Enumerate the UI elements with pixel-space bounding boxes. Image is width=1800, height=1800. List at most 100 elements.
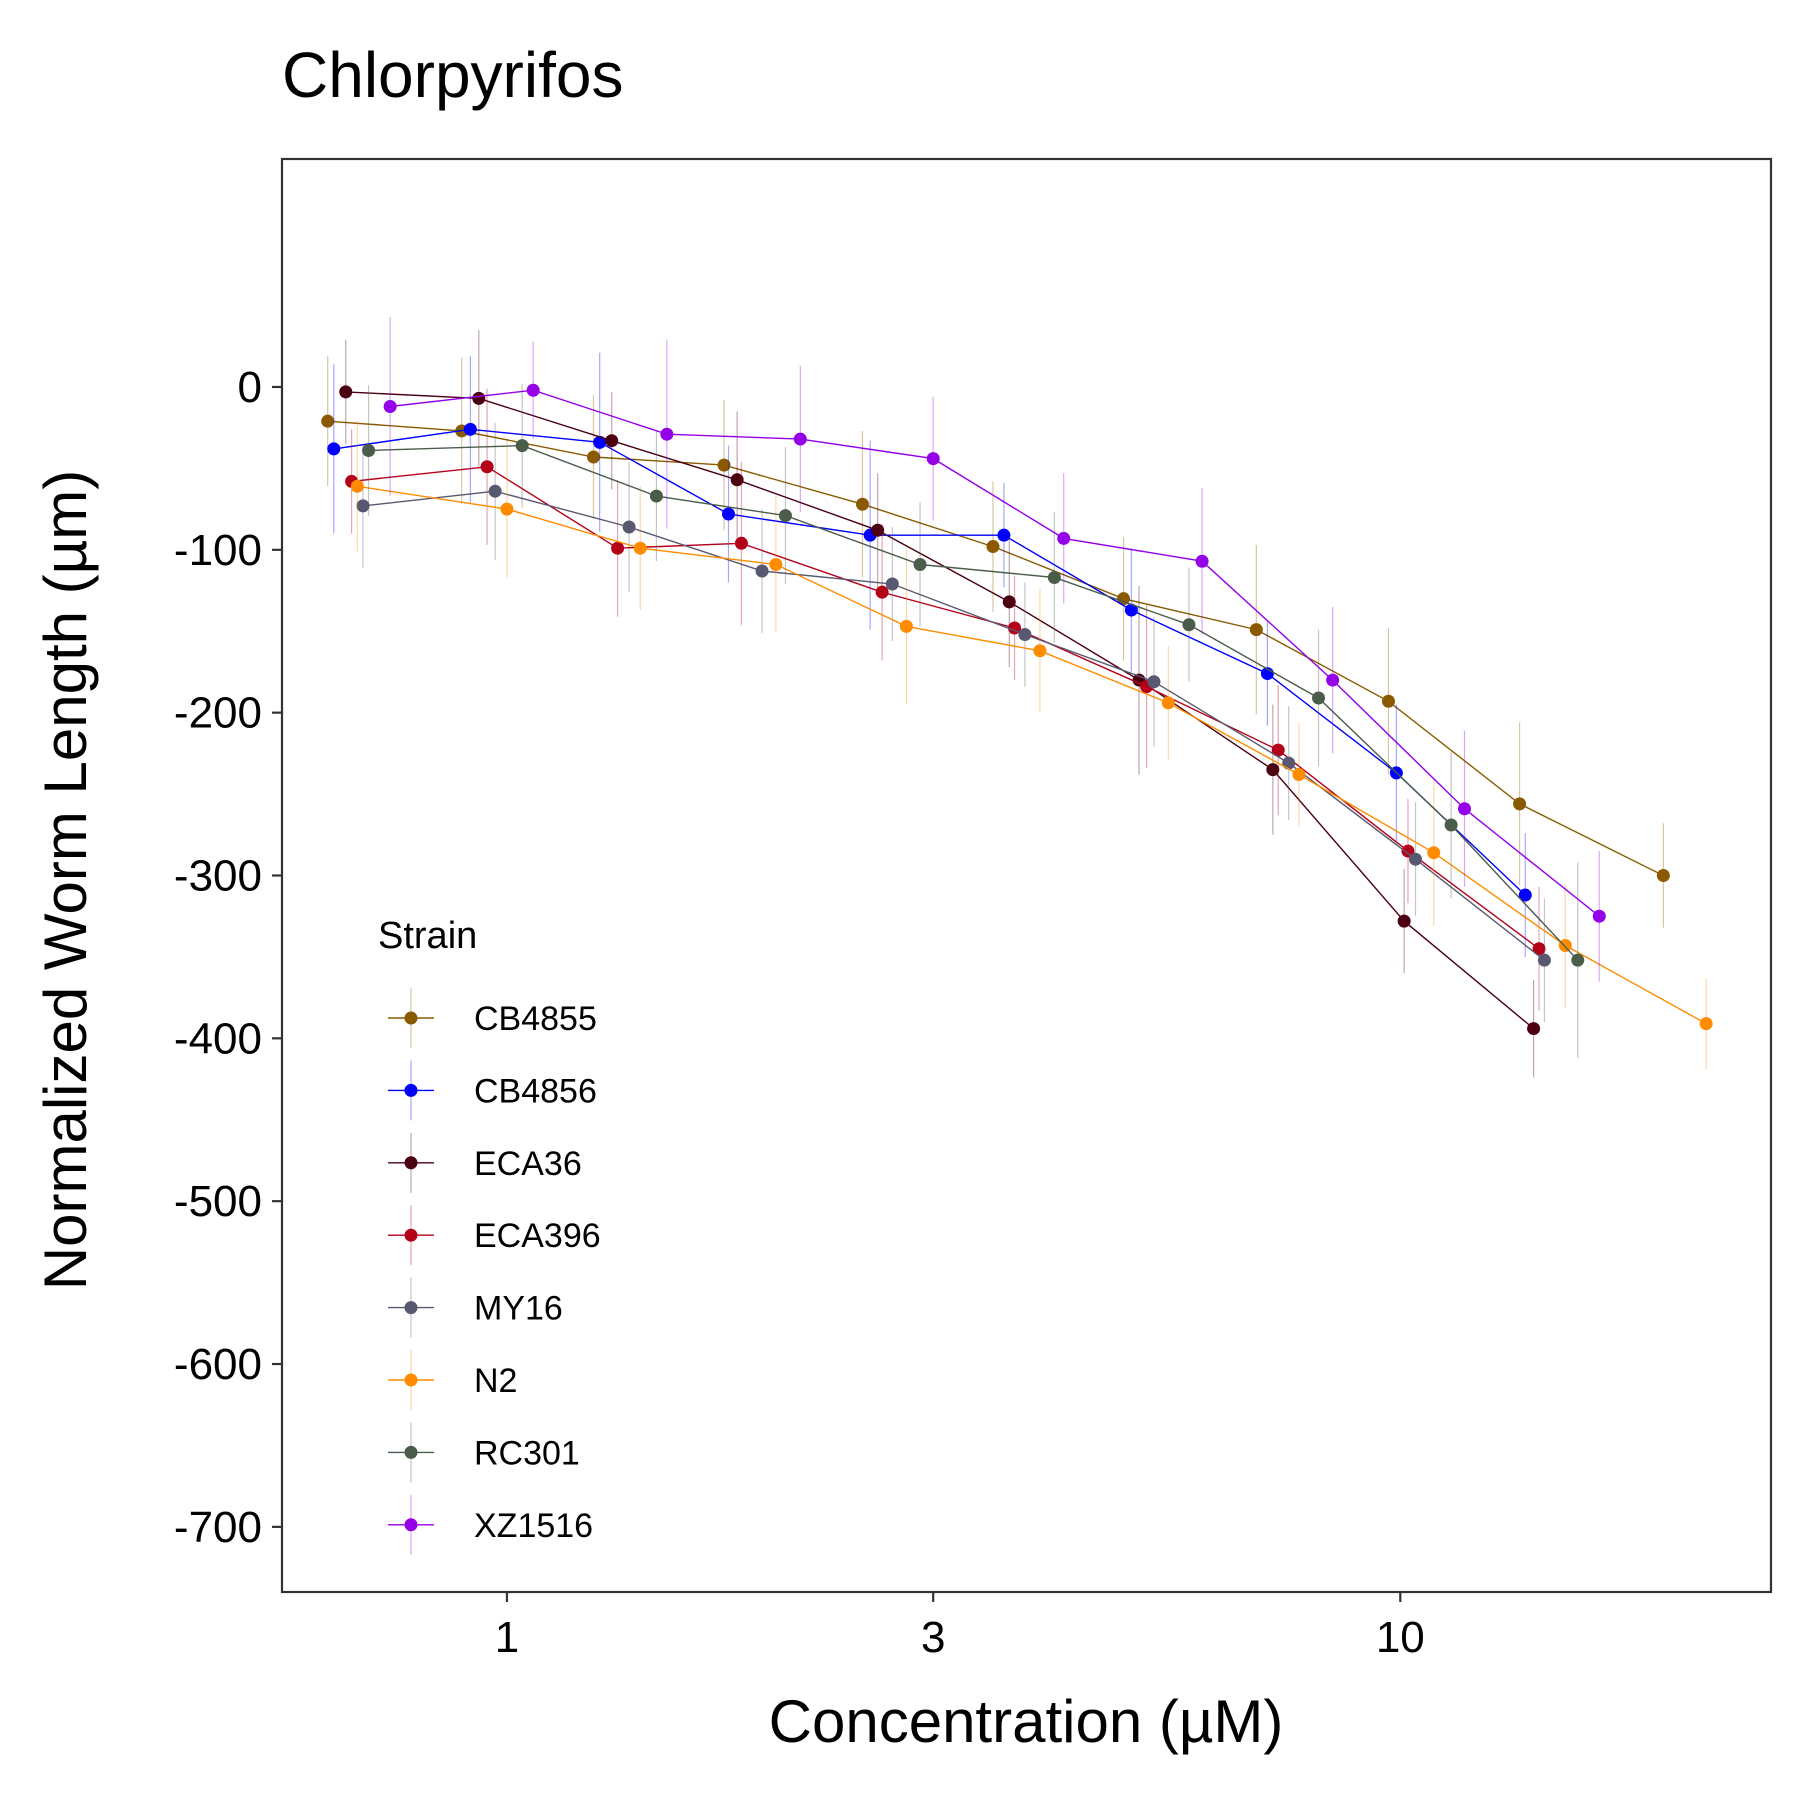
y-tick-label: 0 xyxy=(238,363,262,412)
y-axis-title: Normalized Worm Length (µm) xyxy=(32,470,99,1290)
data-point xyxy=(1427,846,1441,860)
data-point xyxy=(1397,914,1411,928)
data-point xyxy=(793,432,807,446)
series-ECA396 xyxy=(345,388,1546,1011)
x-axis-title: Concentration (µM) xyxy=(769,1688,1284,1755)
data-point xyxy=(734,536,748,550)
legend-label: XZ1516 xyxy=(474,1507,593,1545)
axes: 0 -100 -200 -300 -400 -500 -600 -700 1 3 10 xyxy=(174,157,1773,1662)
y-tick-label: -500 xyxy=(174,1177,262,1226)
data-point xyxy=(660,427,674,441)
data-point xyxy=(1656,869,1670,882)
data-point xyxy=(1271,743,1285,757)
x-tick-label: 3 xyxy=(921,1613,945,1662)
y-tick-label: -300 xyxy=(174,852,262,901)
data-point xyxy=(339,385,353,399)
data-point xyxy=(769,557,783,571)
y-tick-label: -200 xyxy=(174,689,262,738)
data-point xyxy=(1592,909,1606,923)
legend-item-CB4856: CB4856 xyxy=(388,1060,597,1121)
plot-area xyxy=(321,316,1713,1078)
y-tick-label: -100 xyxy=(174,526,262,575)
data-point xyxy=(1537,953,1551,967)
series-line xyxy=(345,391,1535,1030)
data-point xyxy=(855,497,869,511)
legend-point-glyph xyxy=(404,1156,418,1170)
data-point xyxy=(1002,595,1016,609)
data-point xyxy=(1117,592,1131,606)
data-point xyxy=(350,479,364,493)
data-point xyxy=(605,434,619,448)
data-point xyxy=(1558,939,1572,953)
chart-title: Chlorpyrifos xyxy=(282,39,623,111)
data-point xyxy=(885,577,899,591)
data-point xyxy=(1409,852,1423,866)
data-point xyxy=(472,391,486,405)
data-point xyxy=(649,489,663,503)
data-point xyxy=(875,585,889,599)
legend-label: CB4855 xyxy=(474,1000,597,1038)
x-tick-label: 10 xyxy=(1376,1613,1425,1662)
data-point xyxy=(1018,627,1032,641)
data-point xyxy=(913,557,927,571)
legend-label: MY16 xyxy=(474,1290,563,1328)
legend-point-glyph xyxy=(404,1301,418,1315)
data-point xyxy=(1571,953,1585,967)
data-point xyxy=(717,458,731,472)
legend-item-ECA396: ECA396 xyxy=(388,1205,601,1266)
data-point xyxy=(488,484,502,498)
data-point xyxy=(1513,797,1527,811)
data-point xyxy=(622,520,636,534)
data-point xyxy=(1401,844,1415,858)
legend-item-RC301: RC301 xyxy=(388,1422,580,1483)
data-point xyxy=(986,540,1000,554)
y-tick-label: -700 xyxy=(174,1503,262,1552)
data-point xyxy=(1124,603,1138,617)
data-point xyxy=(721,507,735,521)
data-point xyxy=(1057,531,1071,545)
data-point xyxy=(515,439,529,453)
data-point xyxy=(1312,691,1326,705)
data-point xyxy=(1182,618,1196,632)
data-point xyxy=(1326,673,1340,687)
legend-point-glyph xyxy=(404,1083,418,1097)
legend-item-XZ1516: XZ1516 xyxy=(388,1494,593,1555)
y-tick-label: -600 xyxy=(174,1340,262,1389)
legend-label: N2 xyxy=(474,1362,517,1400)
series-line xyxy=(333,428,1526,896)
data-point xyxy=(1444,818,1458,832)
data-point xyxy=(899,619,913,633)
series-CB4856 xyxy=(327,352,1532,957)
series-N2 xyxy=(350,421,1713,1070)
data-point xyxy=(1147,675,1161,689)
data-point xyxy=(633,541,647,555)
data-point xyxy=(593,435,607,449)
data-point xyxy=(730,473,744,487)
legend-item-MY16: MY16 xyxy=(388,1277,563,1338)
data-point xyxy=(356,499,370,513)
data-point xyxy=(997,528,1011,542)
legend-label: ECA396 xyxy=(474,1217,601,1255)
data-point xyxy=(321,414,335,428)
legend-item-CB4855: CB4855 xyxy=(388,988,597,1048)
data-point xyxy=(500,502,514,516)
series-MY16 xyxy=(356,422,1551,1023)
legend-point-glyph xyxy=(404,1373,418,1387)
data-point xyxy=(755,564,769,578)
data-point xyxy=(1195,554,1209,568)
series-XZ1516 xyxy=(383,316,1606,982)
data-point xyxy=(1381,694,1395,708)
series-RC301 xyxy=(362,383,1585,1058)
legend-label: RC301 xyxy=(474,1434,580,1472)
series-line xyxy=(357,485,1707,1025)
data-point xyxy=(1527,1022,1541,1036)
data-point xyxy=(1532,942,1546,956)
data-point xyxy=(327,442,341,456)
data-point xyxy=(1033,644,1047,658)
legend-item-ECA36: ECA36 xyxy=(388,1132,582,1193)
series-line xyxy=(362,490,1545,961)
data-point xyxy=(871,523,885,537)
data-point xyxy=(1047,571,1061,585)
data-point xyxy=(1266,763,1280,777)
series-line xyxy=(390,389,1600,917)
